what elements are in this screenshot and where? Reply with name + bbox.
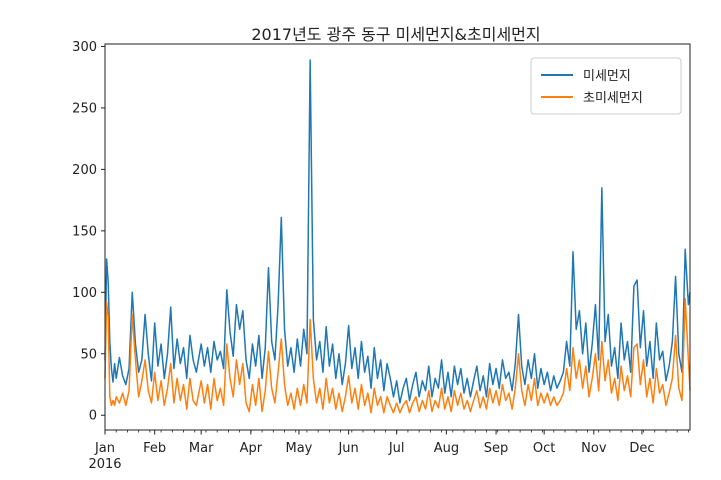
y-tick-label: 150: [72, 224, 97, 239]
x-tick-label: Sep: [484, 441, 509, 456]
series-line-1: [104, 59, 691, 404]
x-tick-label: May: [285, 441, 312, 456]
series-layer: [104, 59, 691, 414]
x-tick-label: Aug: [434, 441, 459, 456]
axes-frame: [104, 43, 691, 431]
legend-label-1: 미세먼지: [583, 69, 631, 84]
y-tick-label: 0: [89, 409, 97, 424]
x-tick-label: Feb: [143, 441, 166, 456]
y-tick-label: 200: [72, 163, 97, 178]
y-tick-label: 100: [72, 286, 97, 301]
x-tick-label: Apr: [240, 441, 263, 456]
x-tick-label: Oct: [533, 441, 555, 456]
legend-box: [530, 57, 682, 115]
x-tick-sublabel: 2016: [88, 457, 121, 472]
x-tick-label: Jun: [337, 441, 358, 456]
x-tick-label: Dec: [629, 441, 654, 456]
y-tick-label: 250: [72, 101, 97, 116]
x-tick-label: Mar: [189, 441, 214, 456]
y-tick-label: 50: [80, 347, 97, 362]
x-tick-label: Jul: [388, 441, 405, 456]
series-line-2: [104, 297, 691, 414]
x-tick-label: Nov: [581, 441, 607, 456]
y-tick-label: 300: [72, 40, 97, 55]
legend-label-2: 초미세먼지: [583, 91, 643, 106]
chart-title: 2017년도 광주 동구 미세먼지&초미세먼지: [251, 25, 540, 44]
x-tick-label: Jan: [94, 441, 115, 456]
